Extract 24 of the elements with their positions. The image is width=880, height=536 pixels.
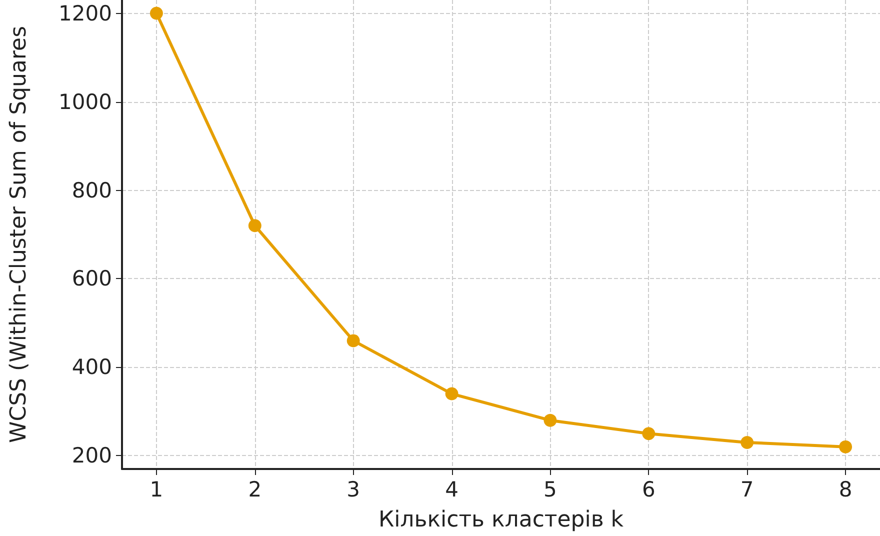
y-tick-label: 1000	[58, 90, 112, 114]
x-tick-label: 7	[740, 478, 754, 502]
point	[445, 387, 458, 400]
x-axis-title: Кількість кластерів k	[378, 508, 624, 532]
x-tick-label: 6	[642, 478, 656, 502]
x-tick-label: 3	[346, 478, 360, 502]
x-tick-label: 4	[445, 478, 458, 502]
point	[248, 219, 262, 232]
y-tick-label: 200	[72, 444, 112, 468]
point	[150, 6, 163, 20]
point	[346, 334, 360, 348]
y-tick-label: 800	[72, 178, 112, 202]
point	[544, 414, 557, 427]
x-tick-label: 2	[248, 478, 262, 502]
point	[740, 436, 754, 449]
y-tick-label: 1200	[58, 1, 112, 26]
point	[642, 427, 656, 440]
x-tick-label: 1	[150, 478, 164, 502]
x-tick-label: 5	[544, 478, 557, 502]
y-axis-title: WCSS (Within-Cluster Sum of Squares	[6, 26, 32, 444]
x-tick-label: 8	[838, 478, 852, 502]
point	[839, 440, 852, 454]
y-tick-label: 400	[72, 355, 112, 380]
y-tick-label: 600	[72, 266, 112, 291]
